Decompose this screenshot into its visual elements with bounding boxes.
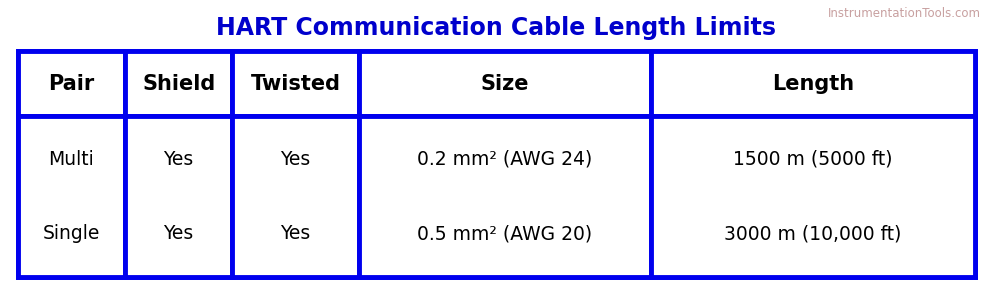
Text: 1500 m (5000 ft): 1500 m (5000 ft)	[733, 150, 893, 169]
Text: 3000 m (10,000 ft): 3000 m (10,000 ft)	[724, 224, 902, 243]
Text: Pair: Pair	[49, 74, 94, 94]
Bar	[18, 51, 125, 116]
Bar	[358, 51, 650, 116]
Bar	[232, 51, 358, 116]
Bar	[358, 116, 650, 277]
Bar	[650, 51, 975, 116]
Text: Size: Size	[481, 74, 529, 94]
Text: Yes: Yes	[164, 224, 194, 243]
Text: 0.5 mm² (AWG 20): 0.5 mm² (AWG 20)	[417, 224, 592, 243]
Text: Multi: Multi	[49, 150, 94, 169]
Text: Twisted: Twisted	[250, 74, 341, 94]
Bar	[232, 116, 358, 277]
Text: Length: Length	[772, 74, 854, 94]
Text: Yes: Yes	[164, 150, 194, 169]
Text: 0.2 mm² (AWG 24): 0.2 mm² (AWG 24)	[417, 150, 592, 169]
Text: Yes: Yes	[280, 224, 311, 243]
Bar	[18, 116, 125, 277]
Text: Single: Single	[43, 224, 100, 243]
Bar	[125, 116, 232, 277]
Text: Yes: Yes	[280, 150, 311, 169]
Bar	[125, 51, 232, 116]
Bar	[18, 51, 975, 277]
Text: HART Communication Cable Length Limits: HART Communication Cable Length Limits	[216, 16, 777, 40]
Text: InstrumentationTools.com: InstrumentationTools.com	[828, 7, 981, 20]
Text: Shield: Shield	[142, 74, 215, 94]
Bar	[650, 116, 975, 277]
